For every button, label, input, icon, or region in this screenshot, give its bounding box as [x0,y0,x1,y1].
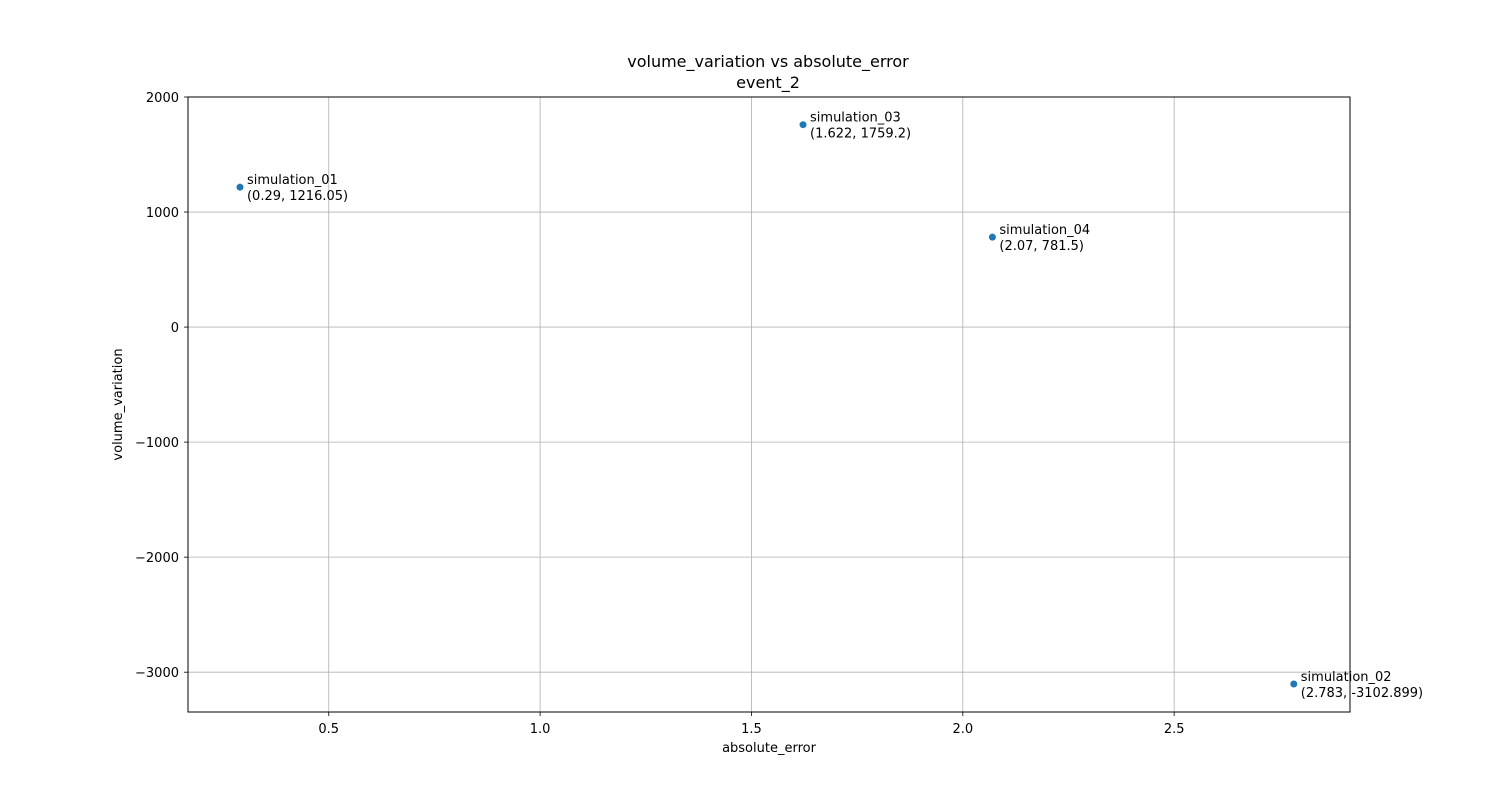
axis-ticks: 0.5 1.0 1.5 2.0 2.5 −3000 −2000 −1000 0 1000 2000 [135,91,1184,737]
y-tick-label: 0 [171,321,179,336]
x-tick-label: 1.5 [741,722,762,737]
point-coord-label: (2.07, 781.5) [999,239,1084,254]
x-axis-label: absolute_error [722,741,817,756]
point-name-label: simulation_01 [247,173,338,188]
scatter-point-simulation_04 [988,233,996,241]
y-axis-label: volume_variation [111,348,126,460]
scatter-point-simulation_02 [1290,680,1298,688]
point-coord-label: (0.29, 1216.05) [247,189,348,204]
point-coord-label: (2.783, -3102.899) [1301,686,1423,701]
point-coord-label: (1.622, 1759.2) [810,127,911,142]
point-name-label: simulation_03 [810,111,901,126]
y-tick-label: −1000 [135,436,179,451]
chart-subtitle: event_2 [736,73,800,93]
scatter-point-simulation_03 [799,121,807,129]
point-name-label: simulation_02 [1301,670,1392,685]
y-tick-label: 2000 [146,91,179,106]
y-tick-label: −3000 [135,666,179,681]
x-tick-label: 2.0 [952,722,973,737]
point-name-label: simulation_04 [999,223,1090,238]
x-tick-label: 2.5 [1164,722,1185,737]
x-tick-label: 1.0 [530,722,551,737]
x-tick-label: 0.5 [318,722,339,737]
y-tick-label: 1000 [146,206,179,221]
plot-frame [187,96,1351,713]
data-points: simulation_01(0.29, 1216.05) simulation_0… [236,111,1423,701]
chart-title: volume_variation vs absolute_error [627,52,909,72]
scatter-point-simulation_01 [236,183,244,191]
y-tick-label: −2000 [135,551,179,566]
